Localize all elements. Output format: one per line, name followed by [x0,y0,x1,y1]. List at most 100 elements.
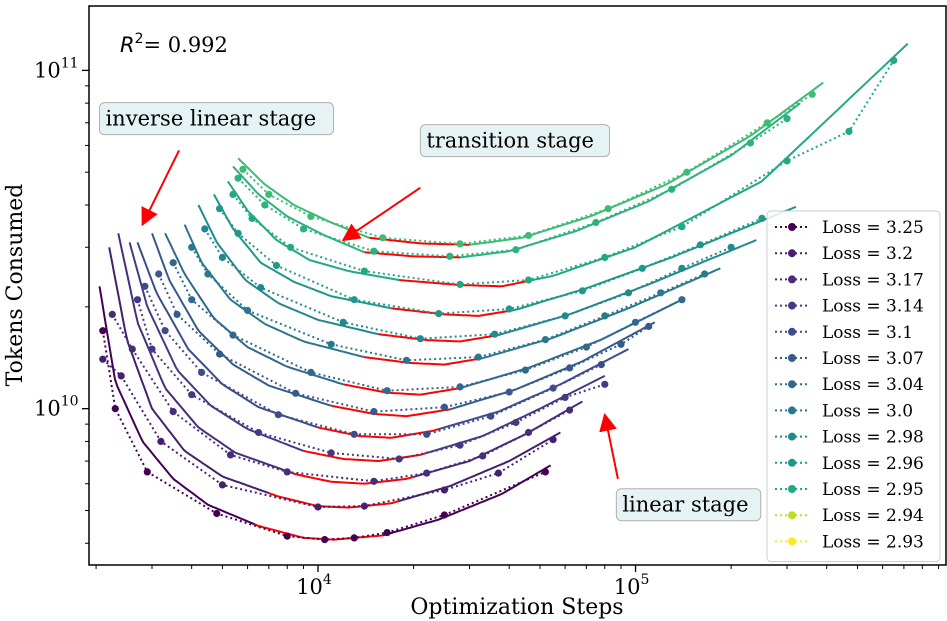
data-point [274,411,282,419]
fit-line-linear-3-0 [478,267,721,360]
data-point [696,241,705,249]
fit-line-inverse-3-04 [164,232,344,386]
data-point [890,56,898,64]
legend-marker [788,485,796,493]
data-point [157,437,165,445]
legend-label: Loss = 3.1 [822,323,913,343]
data-point [248,214,256,222]
data-point [423,469,431,477]
legend-marker [788,458,796,467]
r2-symbol: R [120,33,135,57]
data-point [307,368,315,376]
data-point [204,270,212,278]
data-point [218,481,226,489]
data-point [370,247,378,255]
data-point [578,287,587,295]
data-point [321,536,329,544]
data-point [440,511,448,519]
data-point [261,201,269,209]
data-point [265,190,273,198]
data-point [229,190,237,198]
data-point [638,264,646,272]
data-point [402,356,411,364]
data-point [582,343,591,351]
data-point [617,340,625,348]
data-point [272,261,281,270]
data-point [117,372,125,380]
fit-line-transition-2-94 [364,251,460,259]
data-point [758,214,766,222]
data-point [566,364,574,372]
data-point [487,412,495,420]
legend-label: Loss = 3.17 [822,270,924,290]
r2-label: R2= 0.992 [120,31,228,57]
data-point [645,322,653,330]
legend-label: Loss = 3.25 [822,218,924,238]
annotation-1: transition stage [341,124,611,242]
data-point [395,455,403,463]
series-2-93 [237,81,824,248]
legend-marker [788,249,796,258]
legend-label: Loss = 3.0 [822,401,913,421]
data-line-3-04 [172,262,683,392]
series-3-25 [98,286,552,544]
fit-line-transition-3-0 [364,356,479,366]
legend-entry: Loss = 2.93 [775,532,924,552]
data-point [383,529,391,537]
data-point [229,331,237,339]
data-point [524,428,533,437]
data-point [549,436,557,444]
y-tick-label: 1010 [34,394,79,421]
legend-marker [788,432,796,441]
legend-entry: Loss = 3.2 [775,244,913,264]
data-point [456,240,464,248]
annotation-arrow [599,412,619,480]
series-3-0 [183,224,721,366]
data-point [216,205,224,213]
legend-marker [788,537,796,546]
legend-entry: Loss = 3.17 [775,270,924,290]
data-point [505,388,513,396]
data-point [244,306,252,315]
data-point [161,327,169,335]
legend-marker [788,511,796,520]
data-point [592,218,600,227]
data-point [746,139,755,147]
data-point [287,243,295,251]
series-2-95 [226,42,909,288]
series-2-94 [232,102,801,260]
fit-line-inverse-3-0 [183,224,365,359]
fit-line-transition-3-1 [317,426,439,439]
fit-line-transition-3-07 [330,404,450,418]
legend-label: Loss = 2.93 [822,532,924,552]
data-point [292,389,300,397]
data-point [783,157,791,165]
data-point [783,115,791,123]
data-point [327,340,335,348]
data-point [456,383,464,391]
data-point [148,345,156,353]
data-point [491,330,499,338]
data-point [727,243,735,251]
data-point [169,259,177,267]
data-line-2-94 [237,117,788,258]
legend-label: Loss = 3.2 [822,244,913,264]
data-point [763,119,771,127]
annotation-arrow [141,149,180,227]
data-point [701,270,709,278]
data-point [668,185,676,193]
data-line-3-2 [102,358,554,509]
series-3-07 [151,232,656,418]
data-point [307,212,315,220]
legend-label: Loss = 2.98 [822,428,924,448]
fit-line-inverse-2-96 [213,193,392,310]
data-point [188,243,196,251]
data-point [624,289,633,297]
data-point [283,468,291,476]
data-point [521,366,530,374]
data-point [283,532,291,540]
data-point [505,305,513,313]
series-2-98 [197,204,757,343]
annotation-arrow [341,186,421,242]
fit-line-transition-2-98 [378,333,495,343]
